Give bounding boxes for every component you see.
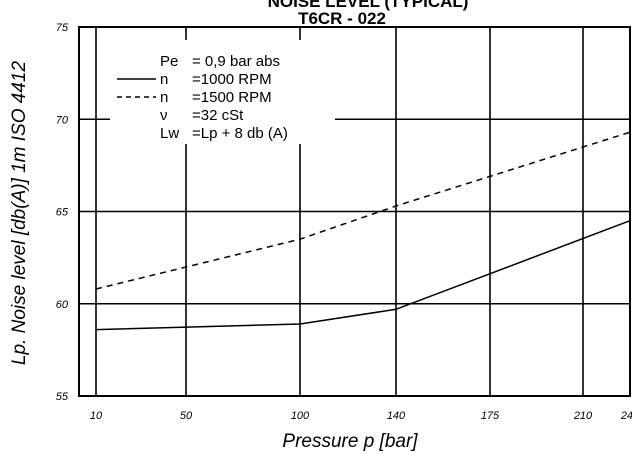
y-tick-label: 75 [56, 22, 69, 34]
x-tick-label: 175 [481, 410, 500, 422]
plot-frame [78, 26, 631, 397]
x-tick-label: 140 [387, 410, 406, 422]
series-line-2 [95, 131, 631, 290]
y-axis-label: Lp. Noise level [db(A)] 1m ISO 4412 [9, 60, 30, 365]
chart-subtitle: T6CR - 022 [298, 9, 386, 28]
y-tick-label: 55 [56, 391, 69, 403]
legend: Pe = 0,9 bar abs n =1000 RPM n =1500 RPM ν =32 … [117, 53, 288, 142]
legend-symbol: Pe [160, 53, 178, 70]
legend-text: =Lp + 8 db (A) [192, 125, 288, 142]
legend-text: =1000 RPM [192, 71, 272, 88]
y-tick-label: 70 [56, 114, 69, 126]
x-tick-label: 240 [620, 410, 632, 422]
legend-symbol: n [160, 71, 168, 88]
y-tick-label: 60 [56, 299, 69, 311]
series-line-1 [95, 219, 631, 331]
x-tick-label: 10 [90, 410, 103, 422]
x-tick-labels: 10 50 100 140 175 210 240 [90, 410, 632, 422]
x-tick-label: 100 [291, 410, 310, 422]
legend-text: = 0,9 bar abs [192, 53, 280, 70]
x-tick-label: 210 [573, 410, 593, 422]
x-axis-label: Pressure p [bar] [282, 431, 418, 452]
legend-symbol: Lw [160, 125, 179, 142]
series-lines [95, 131, 631, 331]
legend-symbol: n [160, 89, 168, 106]
legend-symbol: ν [160, 107, 168, 124]
chart-title: NOISE LEVEL (TYPICAL) [268, 0, 469, 11]
legend-text: =32 cSt [192, 107, 244, 124]
legend-box [110, 40, 335, 144]
x-tick-label: 50 [180, 410, 193, 422]
legend-text: =1500 RPM [192, 89, 272, 106]
y-tick-label: 65 [56, 207, 69, 219]
y-tick-labels: 55 60 65 70 75 [56, 22, 69, 403]
